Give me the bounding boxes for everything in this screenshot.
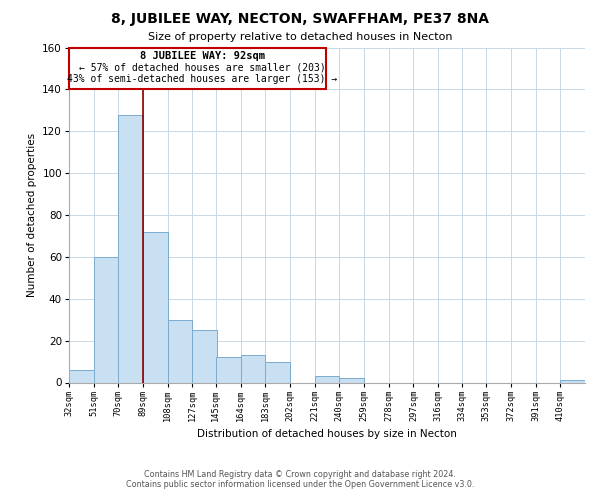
X-axis label: Distribution of detached houses by size in Necton: Distribution of detached houses by size … <box>197 430 457 440</box>
Text: 8 JUBILEE WAY: 92sqm: 8 JUBILEE WAY: 92sqm <box>140 50 265 60</box>
Bar <box>168 320 193 382</box>
Text: ← 57% of detached houses are smaller (203): ← 57% of detached houses are smaller (20… <box>79 62 326 72</box>
Bar <box>241 356 265 382</box>
Bar <box>265 362 290 382</box>
FancyBboxPatch shape <box>69 48 326 90</box>
Text: Contains HM Land Registry data © Crown copyright and database right 2024.
Contai: Contains HM Land Registry data © Crown c… <box>126 470 474 489</box>
Text: Size of property relative to detached houses in Necton: Size of property relative to detached ho… <box>148 32 452 42</box>
Bar <box>340 378 364 382</box>
Text: 8, JUBILEE WAY, NECTON, SWAFFHAM, PE37 8NA: 8, JUBILEE WAY, NECTON, SWAFFHAM, PE37 8… <box>111 12 489 26</box>
Bar <box>193 330 217 382</box>
Bar <box>560 380 585 382</box>
Bar <box>118 114 143 382</box>
Y-axis label: Number of detached properties: Number of detached properties <box>27 133 37 297</box>
Text: 43% of semi-detached houses are larger (153) →: 43% of semi-detached houses are larger (… <box>67 74 338 84</box>
Bar <box>216 358 241 382</box>
Bar <box>94 257 118 382</box>
Bar <box>314 376 340 382</box>
Bar <box>69 370 94 382</box>
Bar <box>143 232 168 382</box>
